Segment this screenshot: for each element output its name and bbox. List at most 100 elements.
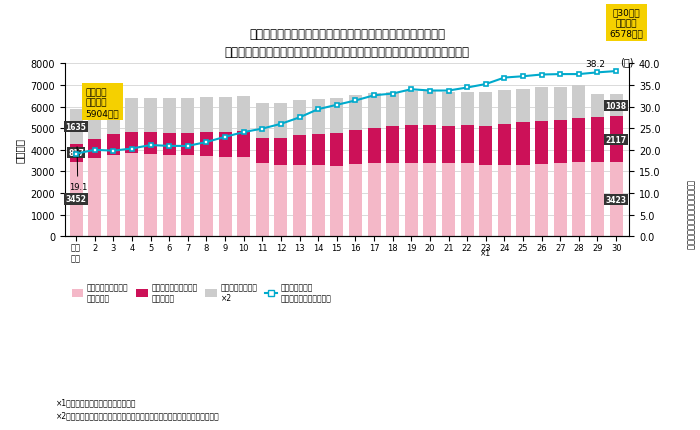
Bar: [442, 92, 455, 126]
Text: 3423: 3423: [606, 195, 626, 204]
Bar: [144, 98, 157, 133]
Bar: [200, 133, 213, 157]
Bar: [610, 163, 622, 237]
Y-axis label: （万人）: （万人）: [15, 138, 25, 163]
Bar: [88, 105, 102, 139]
Text: 817: 817: [68, 149, 84, 158]
Bar: [498, 166, 511, 237]
Bar: [573, 119, 585, 163]
Text: 役員を除く雇用者に占める割合: 役員を除く雇用者に占める割合: [685, 180, 694, 250]
Bar: [218, 157, 232, 237]
Bar: [256, 138, 269, 164]
Bar: [461, 92, 474, 126]
Bar: [237, 158, 250, 237]
Bar: [610, 117, 622, 163]
Bar: [107, 135, 120, 156]
Text: 38.2: 38.2: [585, 59, 605, 68]
Bar: [368, 94, 381, 129]
Bar: [312, 135, 325, 165]
Bar: [181, 134, 195, 155]
Bar: [591, 163, 604, 237]
Bar: [349, 96, 362, 131]
Bar: [107, 156, 120, 237]
Bar: [498, 91, 511, 125]
Bar: [330, 166, 343, 237]
Bar: [274, 138, 288, 166]
Text: （30年）
就業者：
6578万人: （30年） 就業者： 6578万人: [610, 9, 643, 38]
Bar: [573, 163, 585, 237]
Bar: [442, 126, 455, 163]
Bar: [554, 120, 567, 164]
Bar: [480, 92, 492, 126]
Bar: [162, 134, 176, 155]
Bar: [107, 101, 120, 135]
Text: 1635: 1635: [66, 123, 87, 132]
Bar: [461, 126, 474, 163]
Bar: [330, 134, 343, 166]
Bar: [480, 126, 492, 166]
Bar: [69, 109, 83, 144]
Bar: [293, 101, 306, 136]
Title: 正規の職員・従業員、非正規の職員・従業員数及び役員を除く
雇用者に占める非正規の職員・従業員の割合の推移（平成元年～平成３０年）: 正規の職員・従業員、非正規の職員・従業員数及び役員を除く 雇用者に占める非正規の…: [225, 28, 470, 59]
Bar: [386, 127, 399, 163]
Bar: [405, 163, 418, 237]
Bar: [200, 98, 213, 133]
Bar: [181, 98, 195, 134]
Bar: [424, 163, 436, 237]
Bar: [237, 97, 250, 132]
Bar: [312, 165, 325, 237]
Bar: [573, 86, 585, 119]
Bar: [386, 92, 399, 127]
Bar: [517, 123, 529, 165]
Bar: [480, 166, 492, 237]
Bar: [554, 164, 567, 237]
Bar: [424, 92, 436, 126]
Bar: [405, 91, 418, 126]
Bar: [424, 126, 436, 163]
Bar: [256, 164, 269, 237]
Text: 2117: 2117: [606, 135, 626, 144]
Bar: [144, 133, 157, 155]
Bar: [293, 165, 306, 237]
Text: ×2　就業者のうち、正規の職員・従業員及び非正規の職員・従業員以外の者: ×2 就業者のうち、正規の職員・従業員及び非正規の職員・従業員以外の者: [56, 410, 220, 419]
Bar: [162, 99, 176, 134]
Bar: [349, 165, 362, 237]
Bar: [535, 88, 548, 122]
Bar: [498, 125, 511, 166]
Text: 1038: 1038: [606, 101, 626, 111]
Bar: [368, 129, 381, 164]
Bar: [88, 159, 102, 237]
Bar: [125, 98, 139, 132]
Bar: [274, 166, 288, 237]
Bar: [405, 126, 418, 163]
Bar: [218, 132, 232, 157]
Bar: [69, 162, 83, 237]
Bar: [144, 155, 157, 237]
Bar: [330, 99, 343, 134]
Bar: [517, 165, 529, 237]
Text: 19.1: 19.1: [69, 147, 87, 191]
Bar: [349, 131, 362, 165]
Text: (％): (％): [620, 57, 634, 68]
Legend: 正規の職員・従業員
（左目盛）, 非正規の職員・従業員
（左目盛）, その他（左目盛）
×2, 非正規の職員・
従業員の割合（右目盛）: 正規の職員・従業員 （左目盛）, 非正規の職員・従業員 （左目盛）, その他（左…: [69, 280, 335, 305]
Bar: [274, 103, 288, 138]
Text: 3452: 3452: [66, 195, 87, 204]
Bar: [312, 100, 325, 135]
Bar: [181, 155, 195, 237]
Bar: [256, 104, 269, 138]
Bar: [162, 155, 176, 237]
Bar: [293, 136, 306, 165]
Bar: [610, 95, 622, 117]
Text: ×1: ×1: [480, 249, 491, 258]
Bar: [554, 87, 567, 120]
Bar: [69, 144, 83, 162]
Bar: [218, 98, 232, 132]
Bar: [535, 122, 548, 164]
Bar: [591, 95, 604, 118]
Bar: [200, 157, 213, 237]
Bar: [461, 163, 474, 237]
Bar: [591, 118, 604, 163]
Bar: [535, 164, 548, 237]
Bar: [368, 164, 381, 237]
Bar: [386, 163, 399, 237]
